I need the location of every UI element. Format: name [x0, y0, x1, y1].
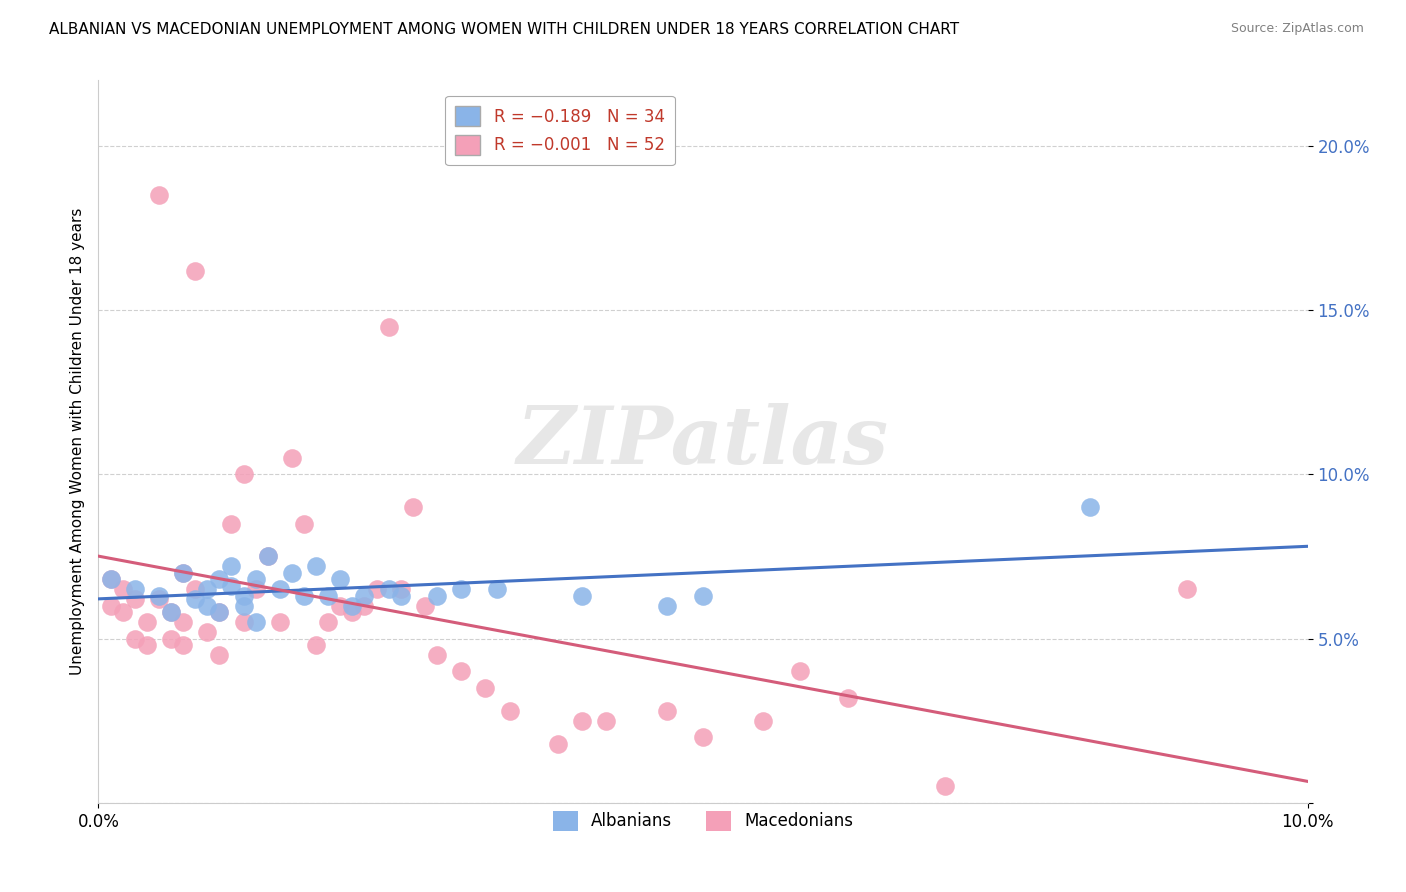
Point — [111, 605, 134, 619]
Point — [148, 589, 170, 603]
Point — [934, 780, 956, 794]
Point — [256, 549, 278, 564]
Point — [172, 566, 194, 580]
Point — [692, 730, 714, 744]
Point — [402, 500, 425, 515]
Point — [232, 589, 254, 603]
Point — [426, 589, 449, 603]
Point — [305, 559, 328, 574]
Text: ALBANIAN VS MACEDONIAN UNEMPLOYMENT AMONG WOMEN WITH CHILDREN UNDER 18 YEARS COR: ALBANIAN VS MACEDONIAN UNEMPLOYMENT AMON… — [49, 22, 959, 37]
Point — [245, 573, 267, 587]
Point — [160, 605, 183, 619]
Point — [221, 579, 243, 593]
Point — [195, 582, 218, 597]
Point — [450, 665, 472, 679]
Point — [245, 582, 267, 597]
Point — [100, 599, 122, 613]
Point — [789, 665, 811, 679]
Point — [124, 582, 146, 597]
Point — [184, 582, 207, 597]
Point — [172, 566, 194, 580]
Point — [837, 690, 859, 705]
Point — [208, 648, 231, 662]
Point — [195, 599, 218, 613]
Point — [595, 714, 617, 728]
Point — [124, 632, 146, 646]
Point — [184, 592, 207, 607]
Legend: Albanians, Macedonians: Albanians, Macedonians — [547, 805, 859, 838]
Point — [571, 714, 593, 728]
Point — [571, 589, 593, 603]
Point — [135, 615, 157, 630]
Point — [366, 582, 388, 597]
Point — [486, 582, 509, 597]
Point — [148, 592, 170, 607]
Point — [160, 605, 183, 619]
Point — [305, 638, 328, 652]
Point — [172, 615, 194, 630]
Point — [245, 615, 267, 630]
Point — [100, 573, 122, 587]
Point — [450, 582, 472, 597]
Point — [135, 638, 157, 652]
Point — [353, 599, 375, 613]
Point — [655, 704, 678, 718]
Point — [342, 599, 364, 613]
Point — [281, 566, 304, 580]
Y-axis label: Unemployment Among Women with Children Under 18 years: Unemployment Among Women with Children U… — [69, 208, 84, 675]
Point — [100, 573, 122, 587]
Point — [208, 605, 231, 619]
Point — [124, 592, 146, 607]
Point — [377, 582, 399, 597]
Point — [692, 589, 714, 603]
Point — [498, 704, 520, 718]
Point — [221, 559, 243, 574]
Point — [342, 605, 364, 619]
Point — [256, 549, 278, 564]
Text: ZIPatlas: ZIPatlas — [517, 403, 889, 480]
Point — [547, 737, 569, 751]
Point — [269, 615, 291, 630]
Point — [474, 681, 496, 695]
Point — [655, 599, 678, 613]
Point — [752, 714, 775, 728]
Point — [111, 582, 134, 597]
Point — [148, 188, 170, 202]
Point — [316, 615, 339, 630]
Point — [1078, 500, 1101, 515]
Point — [208, 605, 231, 619]
Point — [426, 648, 449, 662]
Point — [329, 573, 352, 587]
Point — [353, 589, 375, 603]
Point — [329, 599, 352, 613]
Point — [292, 516, 315, 531]
Point — [184, 264, 207, 278]
Point — [316, 589, 339, 603]
Point — [208, 573, 231, 587]
Point — [413, 599, 436, 613]
Point — [389, 589, 412, 603]
Point — [172, 638, 194, 652]
Point — [232, 467, 254, 482]
Point — [232, 615, 254, 630]
Point — [195, 625, 218, 640]
Point — [232, 599, 254, 613]
Point — [269, 582, 291, 597]
Point — [160, 632, 183, 646]
Point — [221, 516, 243, 531]
Point — [292, 589, 315, 603]
Point — [281, 450, 304, 465]
Point — [389, 582, 412, 597]
Point — [1175, 582, 1198, 597]
Text: Source: ZipAtlas.com: Source: ZipAtlas.com — [1230, 22, 1364, 36]
Point — [377, 319, 399, 334]
